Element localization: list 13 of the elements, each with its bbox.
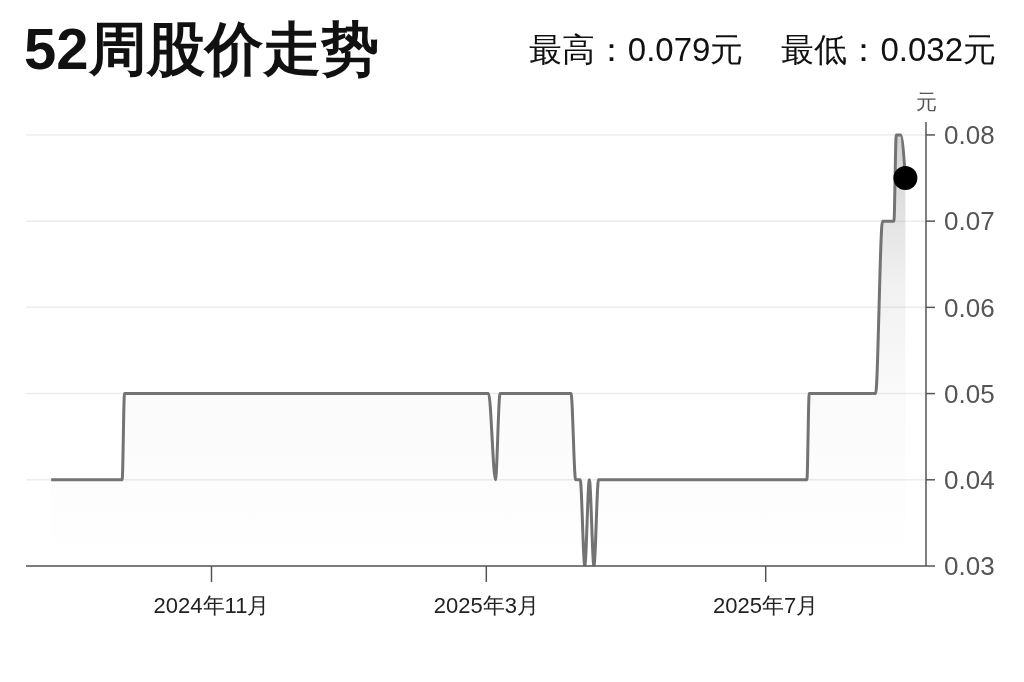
y-tick-label: 0.04 [944, 465, 995, 496]
x-tick-label: 2025年3月 [433, 592, 539, 618]
x-tick-label: 2024年11月 [153, 592, 270, 618]
y-axis-title: 元 [914, 90, 938, 114]
x-tick-label: 2025年7月 [713, 592, 819, 618]
y-tick-label: 0.07 [944, 206, 995, 237]
y-tick-label: 0.05 [944, 378, 995, 409]
y-tick-label: 0.06 [944, 292, 995, 323]
chart-title: 52周股价走势 [24, 16, 379, 81]
text: 最高：0.079元 [528, 31, 744, 69]
y-tick-label: 0.03 [944, 551, 995, 582]
text: 最低：0.032元 [781, 31, 996, 69]
y-tick-label: 0.08 [944, 120, 995, 151]
